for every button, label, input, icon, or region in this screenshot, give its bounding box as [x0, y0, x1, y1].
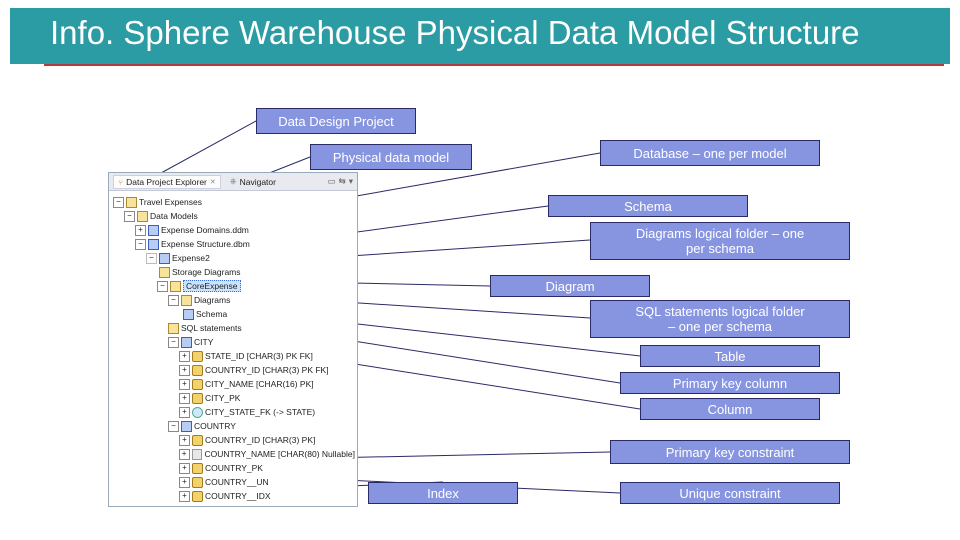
tree-row-city[interactable]: CITY [113, 335, 355, 349]
tree-row-diagrams[interactable]: Diagrams [113, 293, 355, 307]
label-schema: Schema [548, 195, 748, 217]
tree-row-sql[interactable]: SQL statements [113, 321, 355, 335]
tree-row-project[interactable]: Travel Expenses [113, 195, 355, 209]
tree-row-dbm[interactable]: Expense Structure.dbm [113, 237, 355, 251]
tree-row-storage[interactable]: Storage Diagrams [113, 265, 355, 279]
label-pkconst: Primary key constraint [610, 440, 850, 464]
tree-row-db[interactable]: Expense2 [113, 251, 355, 265]
tree-row-city-state[interactable]: STATE_ID [CHAR(3) PK FK] [113, 349, 355, 363]
collapse-icon[interactable]: ▭ [328, 176, 336, 187]
link-icon[interactable]: ⇆ [339, 176, 346, 187]
tree-row-datamodels[interactable]: Data Models [113, 209, 355, 223]
tab-label: Data Project Explorer [126, 177, 207, 187]
tree-row-country-pk[interactable]: COUNTRY_PK [113, 461, 355, 475]
tab-navigator[interactable]: ⎈ Navigator [225, 175, 281, 189]
label-pkcol: Primary key column [620, 372, 840, 394]
label-index: Index [368, 482, 518, 504]
explorer-tabbar: ⑂ Data Project Explorer ✕ ⎈ Navigator ▭ … [109, 173, 357, 191]
tree-row-country-id[interactable]: COUNTRY_ID [CHAR(3) PK] [113, 433, 355, 447]
tree-row-country-idx[interactable]: COUNTRY__IDX [113, 489, 355, 503]
tree-row-city-country[interactable]: COUNTRY_ID [CHAR(3) PK FK] [113, 363, 355, 377]
label-design: Data Design Project [256, 108, 416, 134]
label-table: Table [640, 345, 820, 367]
tree-row-city-pk[interactable]: CITY_PK [113, 391, 355, 405]
tree-row-city-name[interactable]: CITY_NAME [CHAR(16) PK] [113, 377, 355, 391]
tree-row-diagram-item[interactable]: Schema [113, 307, 355, 321]
label-diagram: Diagram [490, 275, 650, 297]
tab-data-project-explorer[interactable]: ⑂ Data Project Explorer ✕ [113, 175, 221, 189]
navigator-icon: ⎈ [230, 176, 237, 187]
tree-row-country-name[interactable]: COUNTRY_NAME [CHAR(80) Nullable] [113, 447, 355, 461]
label-pdm: Physical data model [310, 144, 472, 170]
title-bar: Info. Sphere Warehouse Physical Data Mod… [10, 8, 950, 64]
page-title: Info. Sphere Warehouse Physical Data Mod… [50, 14, 860, 52]
tab-label: Navigator [240, 177, 276, 187]
tree-row-schema[interactable]: CoreExpense [113, 279, 355, 293]
menu-icon[interactable]: ▾ [349, 176, 353, 187]
tree-row-country[interactable]: COUNTRY [113, 419, 355, 433]
data-project-explorer: ⑂ Data Project Explorer ✕ ⎈ Navigator ▭ … [108, 172, 358, 507]
tree-icon: ⑂ [118, 177, 123, 187]
explorer-toolbar: ▭ ⇆ ▾ [328, 176, 357, 187]
label-unique: Unique constraint [620, 482, 840, 504]
title-underline [44, 64, 944, 66]
tree-row-ddm[interactable]: Expense Domains.ddm [113, 223, 355, 237]
tree-row-city-statefk[interactable]: CITY_STATE_FK (-> STATE) [113, 405, 355, 419]
label-diagfolder: Diagrams logical folder – one per schema [590, 222, 850, 260]
close-icon[interactable]: ✕ [210, 178, 216, 186]
tree-view: Travel Expenses Data Models Expense Doma… [109, 191, 357, 505]
label-db: Database – one per model [600, 140, 820, 166]
label-column: Column [640, 398, 820, 420]
label-sqlfolder: SQL statements logical folder – one per … [590, 300, 850, 338]
tree-row-country-un[interactable]: COUNTRY__UN [113, 475, 355, 489]
